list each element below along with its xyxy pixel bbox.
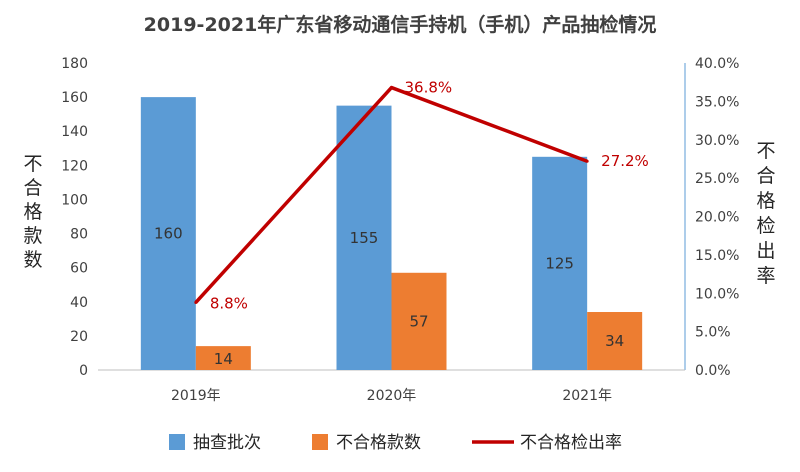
legend-swatch-inspected bbox=[169, 434, 185, 450]
y-right-tick-label: 20.0% bbox=[695, 210, 739, 226]
axes: 0 20 40 60 80 100 120 140 160 180 0.0% 5.0% 10.0% 15.… bbox=[61, 56, 739, 404]
y-right-tick-label: 40.0% bbox=[695, 56, 739, 72]
bars bbox=[140, 97, 643, 370]
bar-value-label: 14 bbox=[214, 350, 233, 368]
bar-value-label: 155 bbox=[350, 229, 379, 247]
rate-line bbox=[194, 85, 589, 304]
data-labels: 160 155 125 14 57 34 8.8% 36.8% 27.2% bbox=[154, 79, 649, 369]
y-left-tick-label: 180 bbox=[61, 56, 88, 72]
y-left-tick-label: 60 bbox=[70, 261, 88, 277]
y-left-tick-label: 100 bbox=[61, 192, 88, 208]
y-right-tick-label: 30.0% bbox=[695, 133, 739, 149]
y-right-axis-label: 不合格检出率 bbox=[756, 140, 775, 287]
y-right-label-char: 检 bbox=[756, 215, 775, 237]
bar-failed bbox=[391, 272, 447, 370]
x-tick-label: 2019年 bbox=[171, 388, 221, 404]
rate-value-label: 36.8% bbox=[405, 79, 453, 97]
bar-value-label: 125 bbox=[545, 254, 574, 272]
y-left-label-char: 不 bbox=[23, 153, 42, 175]
y-right-tick-label: 10.0% bbox=[695, 286, 739, 302]
bar-failed bbox=[195, 346, 251, 370]
y-left-axis-label: 不合格款数 bbox=[23, 153, 42, 271]
bar-inspected bbox=[140, 97, 196, 370]
rate-point bbox=[585, 159, 589, 163]
y-right-label-char: 不 bbox=[756, 140, 775, 162]
y-right-tick-label: 25.0% bbox=[695, 171, 739, 187]
y-right-label-char: 出 bbox=[756, 240, 775, 262]
y-left-tick-label: 20 bbox=[70, 329, 88, 345]
bar-failed bbox=[587, 312, 643, 370]
y-left-label-char: 数 bbox=[23, 249, 42, 271]
y-right-label-char: 率 bbox=[756, 265, 775, 287]
y-left-label-char: 合 bbox=[23, 177, 42, 199]
bar-value-label: 160 bbox=[154, 225, 183, 243]
rate-point bbox=[194, 300, 198, 304]
rate-value-label: 8.8% bbox=[210, 294, 248, 312]
chart-title: 2019-2021年广东省移动通信手持机（手机）产品抽检情况 bbox=[144, 13, 657, 36]
legend-swatch-failed bbox=[312, 434, 328, 450]
bar-value-label: 57 bbox=[409, 312, 428, 330]
bar-inspected bbox=[336, 105, 392, 370]
legend-label-rate: 不合格检出率 bbox=[520, 433, 622, 453]
y-left-tick-label: 140 bbox=[61, 124, 88, 140]
y-left-tick-label: 0 bbox=[79, 363, 88, 379]
x-tick-label: 2021年 bbox=[562, 388, 612, 404]
y-right-label-char: 格 bbox=[756, 190, 775, 212]
bar-value-label: 34 bbox=[605, 332, 624, 350]
rate-value-label: 27.2% bbox=[601, 152, 649, 170]
legend: 抽查批次 不合格款数 不合格检出率 bbox=[169, 433, 622, 453]
x-tick-label: 2020年 bbox=[367, 388, 417, 404]
y-right-tick-label: 35.0% bbox=[695, 94, 739, 110]
y-right-tick-label: 0.0% bbox=[695, 363, 731, 379]
y-left-label-char: 格 bbox=[23, 201, 42, 223]
y-right-tick-label: 5.0% bbox=[695, 325, 731, 341]
rate-point bbox=[390, 86, 393, 90]
legend-label-inspected: 抽查批次 bbox=[193, 433, 261, 453]
y-right-label-char: 合 bbox=[756, 165, 775, 187]
y-left-tick-label: 120 bbox=[61, 158, 88, 174]
y-left-tick-label: 80 bbox=[70, 227, 88, 243]
y-left-tick-label: 40 bbox=[70, 295, 88, 311]
legend-label-failed: 不合格款数 bbox=[336, 433, 421, 453]
y-right-tick-label: 15.0% bbox=[695, 248, 739, 264]
bar-inspected bbox=[532, 156, 588, 370]
y-left-tick-label: 160 bbox=[61, 90, 88, 106]
y-left-label-char: 款 bbox=[23, 225, 42, 247]
